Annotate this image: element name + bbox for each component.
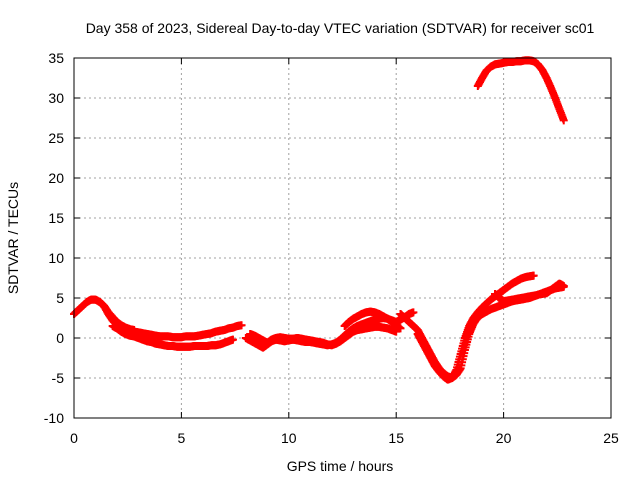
data-point [529,271,538,280]
data-points [70,56,568,384]
y-tick-label: 0 [56,330,64,346]
series-track-6 [340,307,405,333]
y-tick-label: -10 [44,410,64,426]
x-axis-label: GPS time / hours [287,458,394,474]
grid-lines [74,58,611,418]
y-tick-label: 25 [48,130,64,146]
data-point [559,282,568,290]
data-point [409,308,418,317]
y-tick-label: 15 [48,210,64,226]
y-axis-tick-labels: -10 -5 0 5 10 15 20 25 30 35 [44,50,64,426]
data-point [396,324,405,333]
series-track-10 [491,279,568,306]
plot-frame [73,57,612,419]
y-tick-label: 30 [48,90,64,106]
x-tick-label: 0 [70,430,78,446]
chart-title: Day 358 of 2023, Sidereal Day-to-day VTE… [86,20,595,36]
y-axis-label: SDTVAR / TECUs [5,182,21,294]
data-point [228,335,237,344]
x-tick-label: 5 [178,430,186,446]
data-point [237,321,246,330]
series-track-9 [473,56,568,125]
series-track-5 [246,322,401,350]
y-tick-label: 5 [56,290,64,306]
x-tick-label: 25 [603,430,619,446]
x-tick-label: 15 [388,430,404,446]
series-track-3 [108,322,237,351]
y-tick-label: -5 [52,370,65,386]
x-tick-label: 20 [496,430,512,446]
x-axis-tick-labels: 0 5 10 15 20 25 [70,430,619,446]
x-tick-label: 10 [281,430,297,446]
y-tick-label: 35 [48,50,64,66]
y-tick-label: 20 [48,170,64,186]
data-point [559,116,568,125]
y-tick-label: 10 [48,250,64,266]
